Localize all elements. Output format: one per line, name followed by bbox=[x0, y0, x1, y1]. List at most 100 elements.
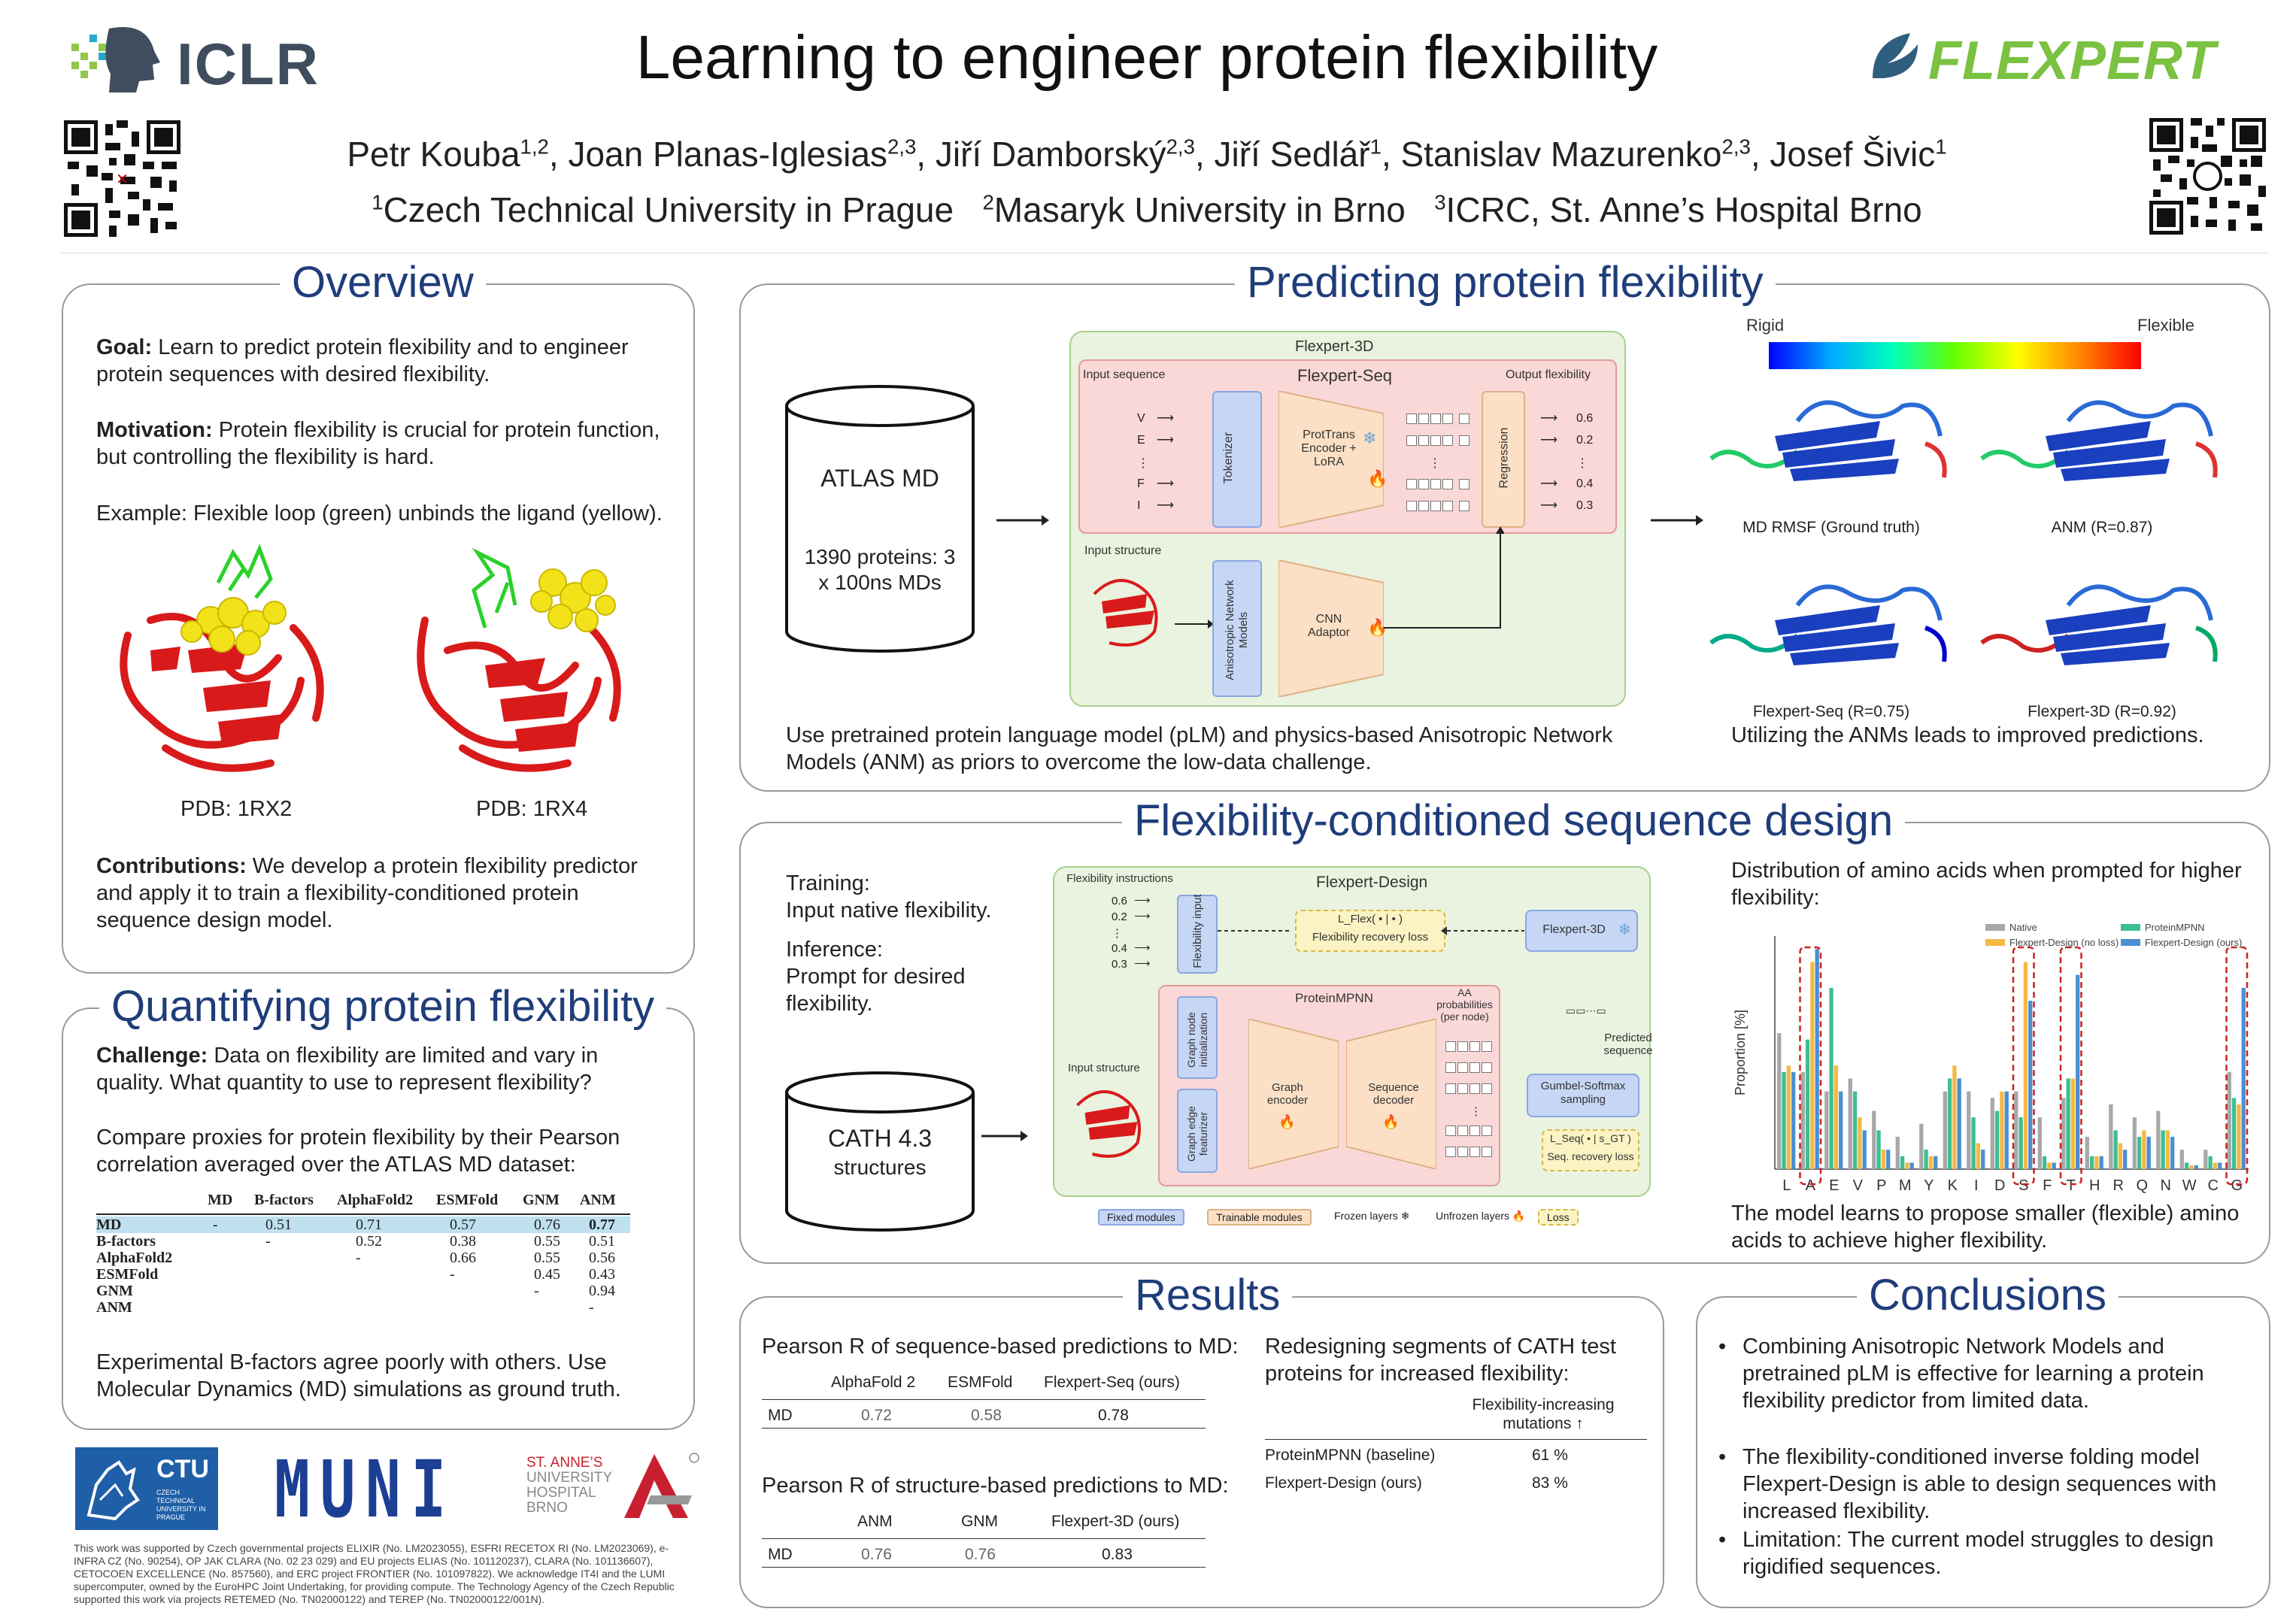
input-structure-label: Input structure bbox=[1084, 544, 1162, 557]
qr-code-github[interactable] bbox=[2146, 114, 2270, 238]
atlas-database-icon bbox=[785, 385, 975, 653]
amino-acid-distribution-chart: Proportion [%] L A E V P M Y K I D S F T H R Q N W C G Native… bbox=[1733, 922, 2249, 1194]
bar bbox=[2094, 1156, 2099, 1169]
ctu-subtitle: CZECH TECHNICAL UNIVERSITY IN PRAGUE bbox=[156, 1489, 206, 1521]
table-row-label: MD bbox=[96, 1216, 122, 1233]
cnn-label: CNN Adaptor bbox=[1307, 613, 1351, 639]
edge-feat-block bbox=[1177, 1089, 1218, 1173]
arrow-icon: ⟶ bbox=[1134, 957, 1151, 970]
flexibility-structure-render bbox=[1709, 400, 1947, 481]
anm-block bbox=[1212, 560, 1262, 697]
table-cell: - bbox=[589, 1299, 594, 1316]
arrow-icon: ⟶ bbox=[1134, 894, 1151, 907]
x-tick-label: L bbox=[1782, 1177, 1791, 1194]
flexibility-structure-render bbox=[1709, 584, 1947, 665]
token-cell bbox=[1430, 435, 1441, 446]
structure-caption: Flexpert-3D (R=0.92) bbox=[2028, 703, 2176, 720]
cath-database-icon bbox=[785, 1071, 975, 1232]
table-header-row: MD B-factors AlphaFold2 ESMFold GNM ANM bbox=[96, 1192, 638, 1210]
input-structure-label: Input structure bbox=[1068, 1062, 1140, 1074]
table-cell: 0.43 bbox=[589, 1266, 615, 1283]
output-value: ⋮ bbox=[1576, 457, 1588, 470]
table-row-label: ProteinMPNN (baseline) bbox=[1265, 1447, 1436, 1464]
table-row-label: AlphaFold2 bbox=[96, 1250, 173, 1266]
aa-cell bbox=[1482, 1083, 1492, 1094]
proteinmpnn-label: ProteinMPNN bbox=[1295, 991, 1373, 1005]
token-cell bbox=[1418, 414, 1429, 424]
bar bbox=[2047, 1162, 2052, 1169]
highlight-box bbox=[2225, 946, 2249, 1186]
x-tick-label: E bbox=[1829, 1177, 1839, 1194]
bar bbox=[1952, 1065, 1957, 1169]
node-init-block bbox=[1177, 996, 1218, 1079]
bar bbox=[2061, 1098, 2066, 1169]
flex-input-block bbox=[1177, 895, 1218, 974]
token-cell bbox=[1406, 414, 1417, 424]
tokenizer-label: Tokenizer bbox=[1222, 432, 1236, 484]
inference-note: Inference: Prompt for desired flexibility… bbox=[786, 938, 966, 1016]
flex-value: 0.3 bbox=[1112, 958, 1127, 971]
flame-icon: 🔥 bbox=[1382, 1114, 1400, 1129]
bar bbox=[1800, 1071, 1805, 1169]
token-cell bbox=[1406, 435, 1417, 446]
overview-motivation: Motivation: Protein flexibility is cruci… bbox=[96, 418, 660, 469]
arrow-icon bbox=[996, 515, 1049, 526]
x-tick-label: H bbox=[2089, 1177, 2100, 1194]
distribution-caption: The model learns to propose smaller (fle… bbox=[1731, 1201, 2240, 1253]
bar bbox=[2194, 1165, 2198, 1169]
x-tick-label: I bbox=[1974, 1177, 1979, 1194]
qr-code-paper[interactable]: ✕ bbox=[60, 117, 184, 241]
bar bbox=[1862, 1130, 1867, 1169]
results-str-table: ANM GNM Flexpert-3D (ours) MD 0.76 0.76 … bbox=[762, 1513, 1206, 1568]
table-row-label: MD bbox=[768, 1546, 793, 1563]
bar bbox=[1881, 1150, 1886, 1169]
token-out bbox=[1459, 501, 1470, 511]
aa-cell bbox=[1445, 1147, 1456, 1157]
redesign-table: Flexibility-increasing mutations ↑ Prote… bbox=[1265, 1395, 1647, 1501]
x-tick-label: A bbox=[1806, 1177, 1816, 1194]
bar bbox=[2070, 1078, 2076, 1169]
bar bbox=[1815, 949, 1819, 1169]
seq-loss-symbol: L_Seq( • | s_GT ) bbox=[1550, 1132, 1631, 1144]
bar bbox=[1967, 1091, 1971, 1169]
table-cell: 0.57 bbox=[450, 1216, 476, 1233]
input-sequence-label: Input sequence bbox=[1083, 368, 1166, 381]
stanne-line: ST. ANNE’S bbox=[526, 1455, 603, 1471]
x-tick-label: P bbox=[1876, 1177, 1886, 1194]
bar bbox=[1976, 1143, 1981, 1169]
affiliation: Czech Technical University in Prague bbox=[383, 190, 954, 229]
author-list: Petr Kouba1,2, Joan Planas-Iglesias2,3, … bbox=[347, 135, 1947, 174]
table-header: GNM bbox=[961, 1513, 998, 1530]
cath-label: CATH 4.3 bbox=[827, 1125, 933, 1152]
x-tick-label: T bbox=[2067, 1177, 2076, 1194]
arrow-icon: ⟶ bbox=[1134, 941, 1151, 954]
flex-value: ⋮ bbox=[1112, 927, 1123, 940]
table-cell: 0.52 bbox=[356, 1233, 382, 1250]
flexpertseq-label: Flexpert-Seq bbox=[1297, 366, 1392, 385]
token-out bbox=[1459, 435, 1470, 446]
aa-cell bbox=[1470, 1083, 1480, 1094]
bar bbox=[1919, 1123, 1924, 1169]
bar bbox=[2028, 1001, 2033, 1169]
design-title: Flexibility-conditioned sequence design bbox=[1122, 795, 1906, 847]
bar bbox=[1928, 1156, 1934, 1169]
aa-cell bbox=[1457, 1147, 1468, 1157]
table-cell: 0.76 bbox=[861, 1546, 892, 1563]
bar bbox=[2014, 1091, 2018, 1169]
bar bbox=[2156, 1110, 2161, 1169]
flame-icon: 🔥 bbox=[1367, 469, 1388, 488]
bar bbox=[2218, 1162, 2222, 1169]
pdb-label-1rx4: PDB: 1RX4 bbox=[476, 797, 588, 821]
arrow-icon bbox=[1175, 620, 1214, 629]
flexibility-color-scale bbox=[1769, 342, 2141, 369]
aa-cell bbox=[1457, 1083, 1468, 1094]
output-value: 0.4 bbox=[1576, 477, 1594, 490]
bar bbox=[1833, 1065, 1839, 1169]
table-cell: 0.55 bbox=[534, 1233, 560, 1250]
bar bbox=[2099, 1156, 2103, 1169]
stanne-line: BRNO bbox=[526, 1500, 568, 1516]
arrow-icon: ⟶ bbox=[1540, 434, 1557, 447]
token-cell bbox=[1406, 479, 1417, 489]
table-rule bbox=[96, 1213, 630, 1215]
poster-title: Learning to engineer protein flexibility bbox=[635, 23, 1658, 92]
